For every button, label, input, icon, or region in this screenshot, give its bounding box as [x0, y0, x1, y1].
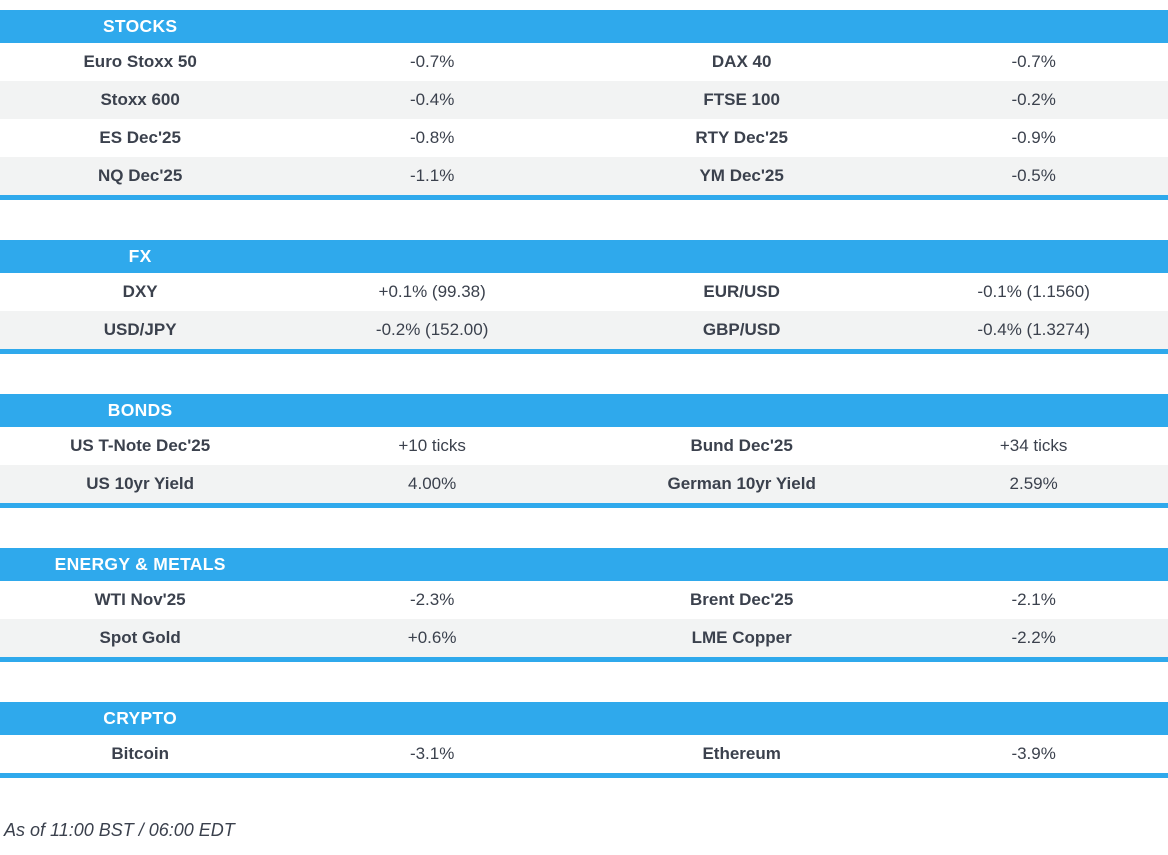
instrument-value: -0.7% [409, 52, 455, 71]
market-section-bonds: BONDS US T-Note Dec'25 +10 ticks Bund Dec'2… [0, 394, 1168, 508]
section-rows: DXY +0.1% (99.38) EUR/USD -0.1% (1.1560) USD… [0, 273, 1168, 354]
instrument-label: DAX 40 [711, 52, 772, 71]
section-header: ENERGY & METALS [0, 548, 1168, 581]
section-title: BONDS [107, 400, 173, 420]
instrument-label: US 10yr Yield [86, 474, 195, 493]
instrument-value: +10 ticks [398, 436, 466, 455]
instrument-value: -0.8% [409, 128, 455, 147]
instrument-label: US T-Note Dec'25 [70, 436, 211, 455]
instrument-label: LME Copper [691, 628, 792, 647]
section-title: STOCKS [102, 16, 178, 36]
instrument-label: Bitcoin [111, 744, 169, 763]
instrument-value: -3.9% [1011, 744, 1056, 763]
instrument-value: -0.1% (1.1560) [977, 282, 1090, 301]
instrument-label: German 10yr Yield [667, 474, 816, 493]
instrument-label: ES Dec'25 [99, 128, 181, 147]
instrument-value: -0.2% [1011, 90, 1056, 109]
table-row: WTI Nov'25 -2.3% Brent Dec'25 -2.1% [0, 581, 1168, 619]
instrument-label: FTSE 100 [703, 90, 780, 109]
section-rows: US T-Note Dec'25 +10 ticks Bund Dec'25 +34 … [0, 427, 1168, 508]
instrument-value: -3.1% [409, 744, 455, 763]
instrument-label: Ethereum [702, 744, 781, 763]
instrument-label: USD/JPY [103, 320, 177, 339]
instrument-label: YM Dec'25 [699, 166, 784, 185]
instrument-value: -0.5% [1011, 166, 1056, 185]
instrument-label: GBP/USD [702, 320, 781, 339]
section-rows: Bitcoin -3.1% Ethereum -3.9% [0, 735, 1168, 778]
instrument-label: Stoxx 600 [100, 90, 180, 109]
section-rows: Euro Stoxx 50 -0.7% DAX 40 -0.7% Stoxx 600 -0… [0, 43, 1168, 200]
table-row: Stoxx 600 -0.4% FTSE 100 -0.2% [0, 81, 1168, 119]
table-row: US 10yr Yield 4.00% German 10yr Yield 2.59% [0, 465, 1168, 503]
instrument-value: -0.4% [409, 90, 455, 109]
table-row: Euro Stoxx 50 -0.7% DAX 40 -0.7% [0, 43, 1168, 81]
instrument-value: -0.4% (1.3274) [977, 320, 1090, 339]
instrument-label: Spot Gold [99, 628, 181, 647]
section-header: STOCKS [0, 10, 1168, 43]
as-of-note: As of 11:00 BST / 06:00 EDT [4, 820, 235, 840]
table-row: NQ Dec'25 -1.1% YM Dec'25 -0.5% [0, 157, 1168, 195]
instrument-value: -2.2% [1011, 628, 1056, 647]
instrument-label: Euro Stoxx 50 [83, 52, 197, 71]
instrument-value: -0.7% [1011, 52, 1056, 71]
table-row: ES Dec'25 -0.8% RTY Dec'25 -0.9% [0, 119, 1168, 157]
section-header: BONDS [0, 394, 1168, 427]
market-section-stocks: STOCKS Euro Stoxx 50 -0.7% DAX 40 -0.7% Stoxx… [0, 10, 1168, 200]
section-header: CRYPTO [0, 702, 1168, 735]
instrument-label: RTY Dec'25 [695, 128, 788, 147]
section-header: FX [0, 240, 1168, 273]
instrument-value: 4.00% [408, 474, 457, 493]
table-row: Bitcoin -3.1% Ethereum -3.9% [0, 735, 1168, 773]
instrument-label: Bund Dec'25 [690, 436, 793, 455]
instrument-value: -1.1% [409, 166, 455, 185]
section-title: FX [128, 246, 152, 266]
section-title: CRYPTO [103, 708, 178, 728]
instrument-value: -2.3% [409, 590, 455, 609]
table-row: Spot Gold +0.6% LME Copper -2.2% [0, 619, 1168, 657]
table-row: DXY +0.1% (99.38) EUR/USD -0.1% (1.1560) [0, 273, 1168, 311]
section-title: ENERGY & METALS [54, 554, 226, 574]
instrument-label: DXY [122, 282, 158, 301]
market-section-crypto: CRYPTO Bitcoin -3.1% Ethereum -3.9% [0, 702, 1168, 778]
market-section-energy-metals: ENERGY & METALS WTI Nov'25 -2.3% Brent Dec'… [0, 548, 1168, 662]
instrument-value: -2.1% [1011, 590, 1056, 609]
instrument-value: -0.9% [1011, 128, 1056, 147]
instrument-value: +0.6% [407, 628, 457, 647]
instrument-label: WTI Nov'25 [94, 590, 186, 609]
table-row: US T-Note Dec'25 +10 ticks Bund Dec'25 +34 … [0, 427, 1168, 465]
market-sections: STOCKS Euro Stoxx 50 -0.7% DAX 40 -0.7% Stoxx… [0, 10, 1168, 778]
section-rows: WTI Nov'25 -2.3% Brent Dec'25 -2.1% Spot Gol… [0, 581, 1168, 662]
market-section-fx: FX DXY +0.1% (99.38) EUR/USD -0.1% (1.1560) U… [0, 240, 1168, 354]
instrument-label: NQ Dec'25 [97, 166, 183, 185]
instrument-label: Brent Dec'25 [690, 590, 794, 609]
instrument-value: -0.2% (152.00) [375, 320, 489, 339]
instrument-value: +0.1% (99.38) [378, 282, 486, 301]
instrument-value: 2.59% [1009, 474, 1058, 493]
instrument-label: EUR/USD [703, 282, 780, 301]
instrument-value: +34 ticks [999, 436, 1068, 455]
table-row: USD/JPY -0.2% (152.00) GBP/USD -0.4% (1.327… [0, 311, 1168, 349]
